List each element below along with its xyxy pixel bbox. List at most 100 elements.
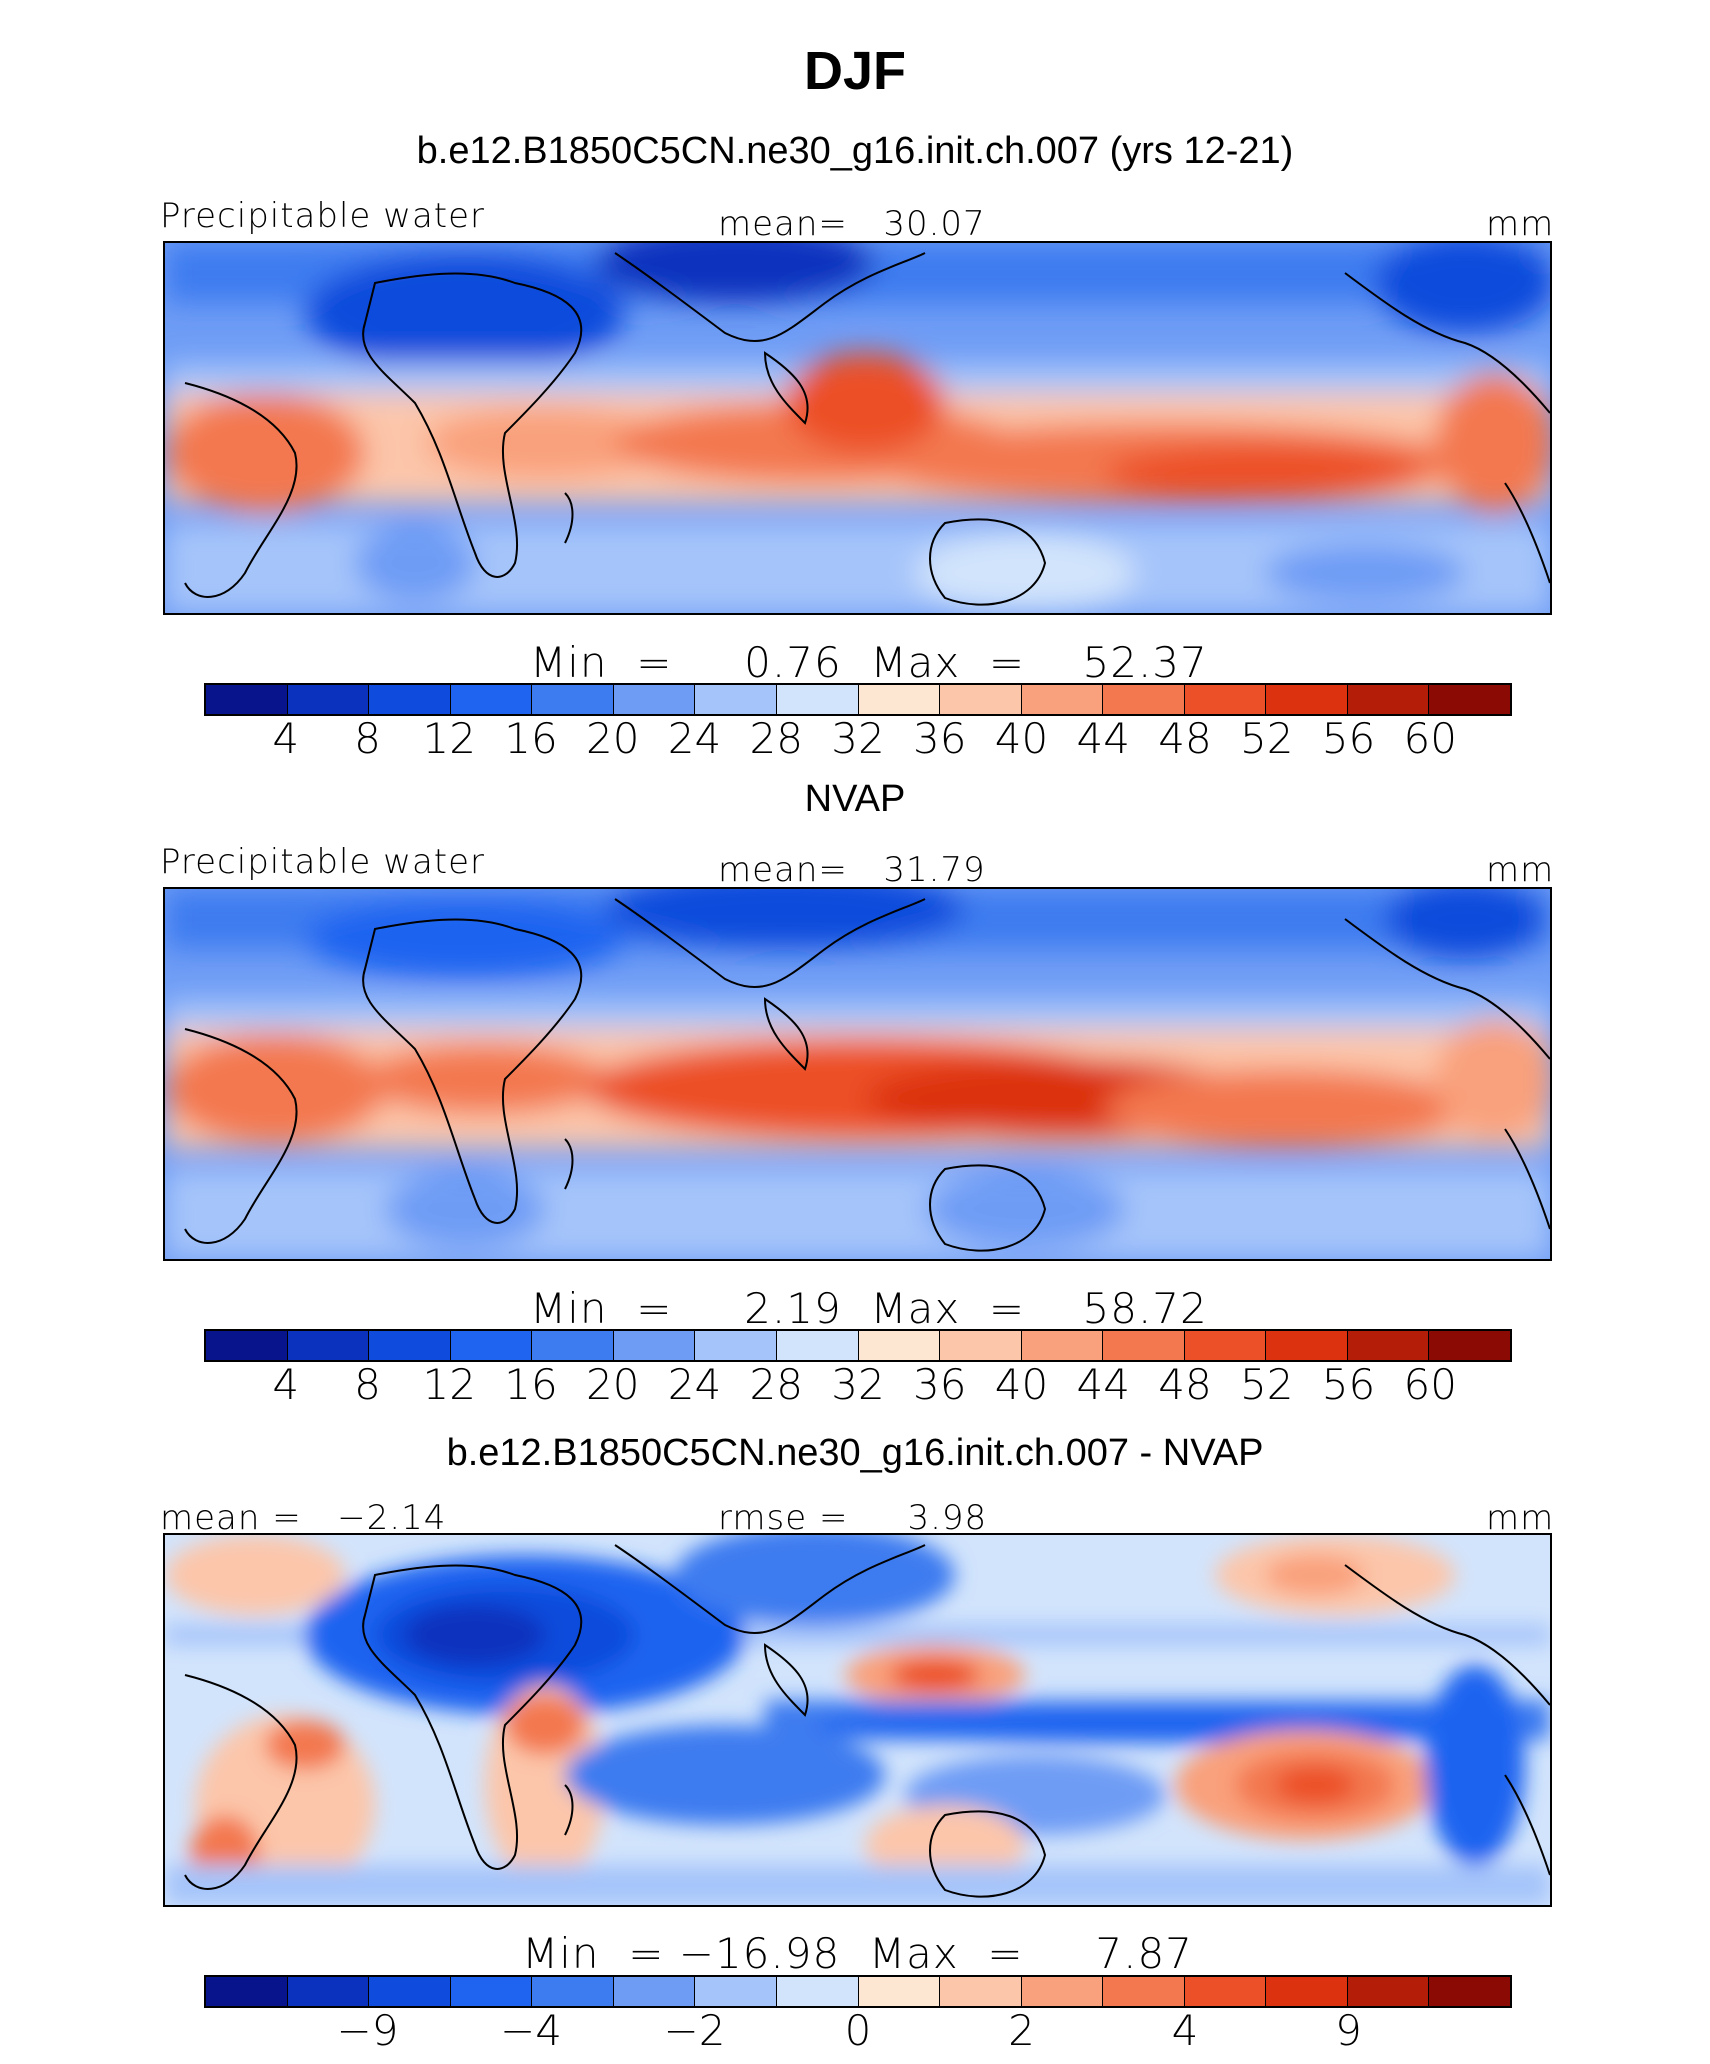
panel1-colorbar-swatch (287, 685, 370, 714)
colorbar-tick-label: 24 (667, 714, 722, 763)
colorbar-tick-label: 0 (844, 2006, 872, 2055)
colorbar-tick-label: 12 (422, 1360, 476, 1409)
panel2-colorbar-swatch (1021, 1331, 1104, 1360)
panel1-subtitle: b.e12.B1850C5CN.ne30_g16.init.ch.007 (yr… (416, 130, 1294, 172)
panel2-colorbar-swatch (613, 1331, 696, 1360)
panel1-colorbar-swatch (695, 685, 777, 714)
panel1-colorbar-swatch (1347, 685, 1430, 714)
colorbar-tick-label: 8 (354, 714, 381, 763)
panel2-minmax: Min = 2.19 Max = 58.72 (530, 1284, 1208, 1333)
panel2-colorbar-swatch (1429, 1331, 1510, 1360)
panel1-colorbar-swatch (1103, 685, 1185, 714)
panel3-colorbar-swatch (369, 1977, 451, 2006)
panel3-colorbar-swatch (1103, 1977, 1185, 2006)
colorbar-tick-label: 9 (1335, 2006, 1362, 2055)
panel2-subtitle: NVAP (804, 778, 906, 820)
colorbar-tick-label: 40 (994, 1360, 1049, 1409)
panel1-colorbar-swatch (1266, 685, 1348, 714)
panel3-colorbar-swatch (695, 1977, 777, 2006)
panel3-colorbar-swatch (776, 1977, 859, 2006)
colorbar-tick-label: 4 (272, 714, 300, 763)
panel3-colorbar-swatch (1347, 1977, 1430, 2006)
panel3-colorbar-swatch (1266, 1977, 1348, 2006)
panel2-colorbar-swatch (695, 1331, 777, 1360)
panel1-colorbar-swatch (1184, 685, 1267, 714)
panel3-map (163, 1525, 1552, 1907)
panel1-colorbar-swatch (940, 685, 1022, 714)
panel3-colorbar-swatch (1021, 1977, 1104, 2006)
panel1-colorbar-swatch (369, 685, 451, 714)
colorbar-tick-label: 16 (504, 714, 558, 763)
colorbar-tick-label: 48 (1158, 1360, 1212, 1409)
colorbar-tick-label: 52 (1240, 714, 1294, 763)
panel2-colorbar-swatch (287, 1331, 370, 1360)
panel3-units-label: mm (1486, 1498, 1555, 1538)
panel2-colorbar-swatch (1184, 1331, 1267, 1360)
colorbar-tick-label: 44 (1076, 714, 1130, 763)
panel3-rmse-label: rmse = 3.98 (718, 1498, 988, 1538)
colorbar-tick-label: 2 (1008, 2006, 1035, 2055)
panel1-colorbar-swatch (613, 685, 696, 714)
colorbar-tick-label: 20 (586, 1360, 640, 1409)
panel2-colorbar-swatch (1103, 1331, 1185, 1360)
colorbar-tick-label: 56 (1321, 714, 1376, 763)
panel3-colorbar-swatch (1184, 1977, 1267, 2006)
panel3-colorbar-swatch (532, 1977, 614, 2006)
colorbar-tick-label: 48 (1158, 714, 1212, 763)
colorbar-tick-label: −4 (500, 2006, 562, 2055)
colorbar-tick-label: 4 (1171, 2006, 1199, 2055)
colorbar-tick-label: 32 (831, 714, 885, 763)
panel1-colorbar-swatch (858, 685, 941, 714)
colorbar-tick-label: 56 (1321, 1360, 1376, 1409)
panel2-variable-label: Precipitable water (160, 842, 486, 882)
colorbar-tick-label: 8 (354, 1360, 381, 1409)
panel1-colorbar-swatch (1021, 685, 1104, 714)
panel2-colorbar-swatch (369, 1331, 451, 1360)
panel3-mean-label: mean = −2.14 (160, 1498, 447, 1538)
panel2-units-label: mm (1486, 850, 1555, 890)
colorbar-tick-label: 12 (422, 714, 476, 763)
panel3-colorbar-swatch (1429, 1977, 1510, 2006)
colorbar-tick-label: 28 (749, 714, 803, 763)
panel3-colorbar-swatch (206, 1977, 288, 2006)
colorbar-tick-label: 4 (272, 1360, 300, 1409)
panel3-colorbar-swatch (940, 1977, 1022, 2006)
panel3-colorbar-swatch (450, 1977, 533, 2006)
colorbar-tick-label: 36 (913, 1360, 967, 1409)
panel2-colorbar-swatch (450, 1331, 533, 1360)
colorbar-tick-label: 16 (504, 1360, 558, 1409)
colorbar-tick-label: 60 (1403, 1360, 1457, 1409)
panel2-colorbar-swatch (858, 1331, 941, 1360)
panel3-minmax: Min = −16.98 Max = 7.87 (522, 1929, 1193, 1978)
colorbar-tick-label: 44 (1076, 1360, 1130, 1409)
panel2-colorbar-swatch (1347, 1331, 1430, 1360)
main-title: DJF (803, 41, 906, 101)
colorbar-tick-label: 20 (586, 714, 640, 763)
panel2-mean-label: mean= 31.79 (718, 850, 986, 890)
colorbar-tick-label: −2 (663, 2006, 726, 2055)
panel1-colorbar-swatch (206, 685, 288, 714)
panel1-mean-label: mean= 30.07 (718, 204, 986, 244)
panel3-colorbar-swatch (858, 1977, 941, 2006)
panel3-colorbar-swatch (287, 1977, 370, 2006)
panel1-colorbar-swatch (532, 685, 614, 714)
panel2-map (163, 869, 1555, 1261)
panel2-colorbar-swatch (206, 1331, 288, 1360)
panel2-colorbar-swatch (776, 1331, 859, 1360)
colorbar-tick-label: 24 (667, 1360, 722, 1409)
panel1-map (163, 223, 1555, 615)
panel1-colorbar-swatch (450, 685, 533, 714)
panel1-units-label: mm (1486, 204, 1555, 244)
panel1-colorbar-swatch (776, 685, 859, 714)
panel1-colorbar (204, 683, 1512, 716)
colorbar-tick-label: 60 (1403, 714, 1457, 763)
panel2-colorbar (204, 1329, 1512, 1362)
panel1-colorbar-swatch (1429, 685, 1510, 714)
panel2-colorbar-swatch (940, 1331, 1022, 1360)
colorbar-tick-label: 36 (913, 714, 967, 763)
panel3-colorbar (204, 1975, 1512, 2008)
panel1-minmax: Min = 0.76 Max = 52.37 (530, 638, 1208, 687)
panel1-variable-label: Precipitable water (160, 196, 486, 236)
panel3-subtitle: b.e12.B1850C5CN.ne30_g16.init.ch.007 - N… (446, 1432, 1264, 1474)
colorbar-tick-label: 40 (994, 714, 1049, 763)
